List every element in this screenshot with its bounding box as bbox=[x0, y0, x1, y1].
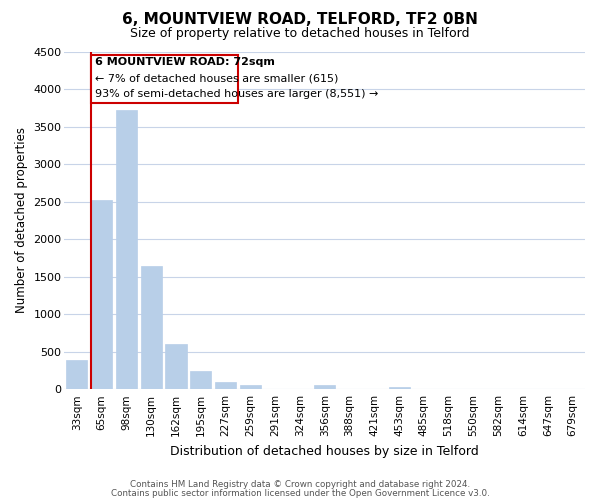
Text: ← 7% of detached houses are smaller (615): ← 7% of detached houses are smaller (615… bbox=[95, 74, 338, 84]
Bar bbox=[140, 266, 162, 389]
FancyBboxPatch shape bbox=[91, 54, 238, 102]
Bar bbox=[314, 385, 335, 389]
Bar bbox=[215, 382, 236, 389]
Bar bbox=[240, 384, 261, 389]
Bar bbox=[190, 371, 211, 389]
Text: 6, MOUNTVIEW ROAD, TELFORD, TF2 0BN: 6, MOUNTVIEW ROAD, TELFORD, TF2 0BN bbox=[122, 12, 478, 28]
Y-axis label: Number of detached properties: Number of detached properties bbox=[15, 128, 28, 314]
Text: Contains public sector information licensed under the Open Government Licence v3: Contains public sector information licen… bbox=[110, 489, 490, 498]
Bar bbox=[389, 386, 410, 389]
Bar bbox=[91, 200, 112, 389]
Bar bbox=[67, 360, 88, 389]
Text: Size of property relative to detached houses in Telford: Size of property relative to detached ho… bbox=[130, 28, 470, 40]
Text: 93% of semi-detached houses are larger (8,551) →: 93% of semi-detached houses are larger (… bbox=[95, 88, 378, 99]
Bar bbox=[166, 344, 187, 389]
Bar bbox=[116, 110, 137, 389]
Text: 6 MOUNTVIEW ROAD: 72sqm: 6 MOUNTVIEW ROAD: 72sqm bbox=[95, 57, 275, 67]
Text: Contains HM Land Registry data © Crown copyright and database right 2024.: Contains HM Land Registry data © Crown c… bbox=[130, 480, 470, 489]
X-axis label: Distribution of detached houses by size in Telford: Distribution of detached houses by size … bbox=[170, 444, 479, 458]
